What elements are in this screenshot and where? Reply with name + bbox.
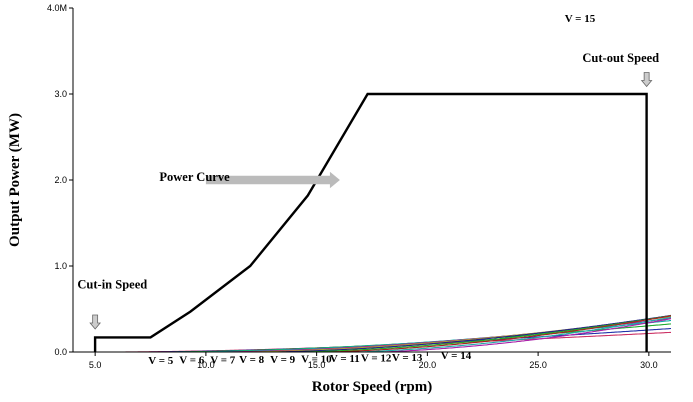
label-v-12: V = 12 [361, 353, 392, 365]
curve-v-11 [73, 314, 671, 352]
label-v-8: V = 8 [239, 354, 265, 366]
annotation-layer: Power Curve Cut-in Speed Cut-out Speed [77, 51, 659, 352]
axes: 5.0 10.0 15.0 20.0 25.0 30.0 0.0 1.0 2.0 3.0 4.0M [47, 3, 671, 370]
annotation-cut-out-speed: Cut-out Speed [582, 51, 659, 65]
x-tick-label: 5.0 [89, 360, 102, 370]
annotation-cut-in-speed: Cut-in Speed [77, 277, 147, 291]
x-tick-label: 10.0 [197, 360, 215, 370]
power-curve-line [93, 92, 648, 352]
x-tick-label: 25.0 [529, 360, 547, 370]
label-v-14: V = 14 [441, 350, 472, 362]
y-tick-label: 3.0 [54, 89, 67, 99]
x-tick-label: 15.0 [308, 360, 326, 370]
x-tick-label: 20.0 [419, 360, 437, 370]
cut-in-arrow [89, 314, 102, 330]
x-axis-title: Rotor Speed (rpm) [312, 379, 433, 395]
rotor-speed-curves [73, 314, 671, 352]
label-v-5: V = 5 [148, 355, 174, 367]
y-tick-label: 1.0 [54, 261, 67, 271]
y-axis-title: Output Power (MW) [7, 113, 23, 247]
label-v-15: V = 15 [565, 13, 596, 25]
label-v-13: V = 13 [392, 352, 423, 364]
y-tick-label: 2.0 [54, 175, 67, 185]
y-tick-label: 0.0 [54, 347, 67, 357]
cut-out-arrow [640, 72, 653, 88]
curve-v-14 [73, 316, 671, 352]
label-v-10: V = 10 [301, 354, 332, 366]
label-v-9: V = 9 [270, 354, 296, 366]
label-v-7: V = 7 [210, 354, 236, 366]
power-curve-arrow [205, 171, 340, 189]
curve-v-13 [73, 315, 671, 352]
curve-v-15 [73, 318, 671, 352]
curve-v-12 [73, 315, 671, 352]
label-v-11: V = 11 [330, 353, 360, 365]
y-tick-label: 4.0M [47, 3, 67, 13]
x-tick-label: 30.0 [640, 360, 658, 370]
label-v-6: V = 6 [179, 355, 205, 367]
annotation-power-curve: Power Curve [159, 170, 230, 184]
